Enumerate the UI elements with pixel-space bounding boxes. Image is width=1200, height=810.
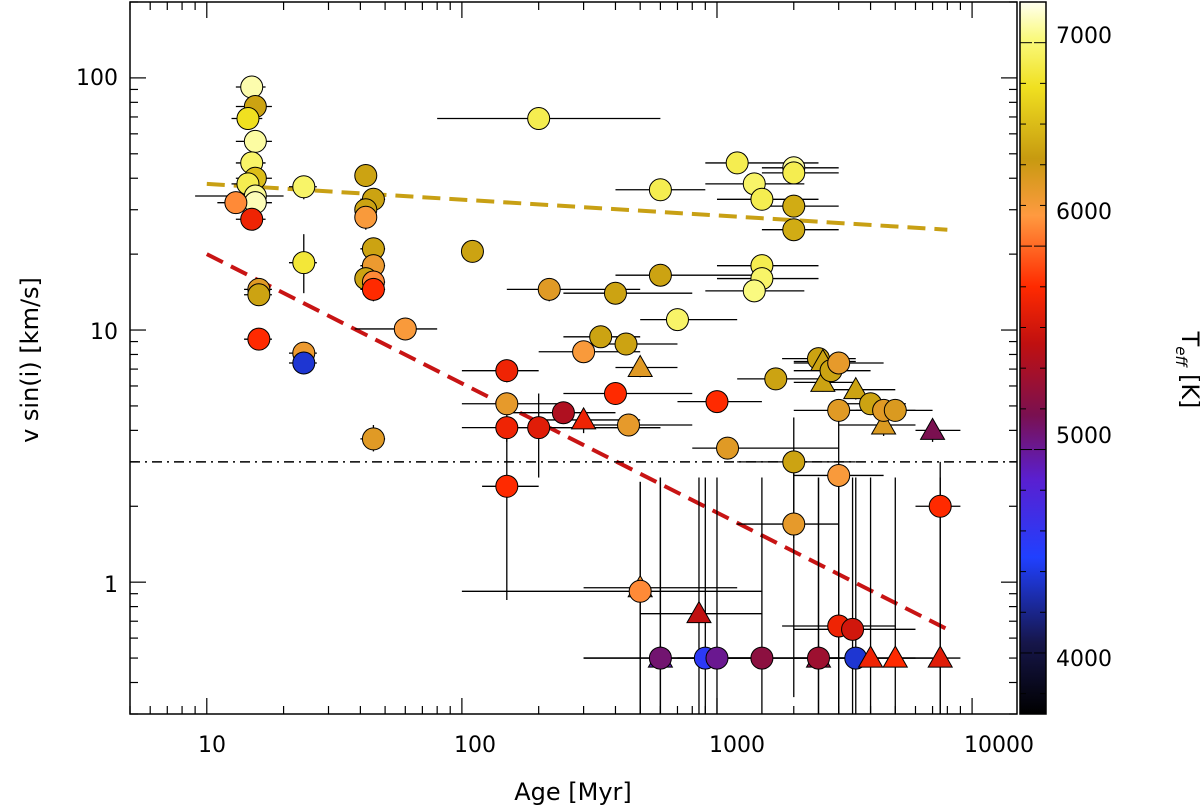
x-axis-label: Age [Myr] [514,778,632,806]
fit-hot-line [206,181,948,232]
data-point-circle [883,398,907,422]
data-point-circle [292,251,316,275]
data-point-circle [495,359,519,383]
data-point-circle [240,75,264,99]
data-point-circle [665,308,689,332]
colorbar-tick-label-6000: 6000 [1056,200,1112,225]
data-point-triangle [927,645,954,668]
data-point-triangle [570,406,597,430]
x-tick-label-100: 100 [454,733,496,758]
data-point-circle [354,205,378,229]
data-point-circle [537,277,561,301]
y-tick-label-1: 1 [104,573,118,598]
colorbar-tick-label-7000: 7000 [1056,24,1112,49]
data-point-circle [495,416,519,440]
colorbar [1019,1,1047,715]
data-point-circle [527,416,551,440]
data-points [224,75,954,670]
data-point-circle [827,463,851,487]
x-tick-labels: 10 100 1000 10000 [198,733,1034,758]
data-point-circle [527,107,551,131]
data-point-circle [827,351,851,375]
data-point-circle [705,646,729,670]
data-point-triangle [627,354,654,378]
data-point-circle [361,427,385,451]
data-point-circle [495,474,519,498]
data-point-triangle [919,417,946,440]
y-axis-label: v sin(i) [km/s] [16,277,44,443]
colorbar-tick-label-4000: 4000 [1056,647,1112,672]
data-point-circle [725,151,749,175]
data-point-circle [603,382,627,406]
x-tick-label-10: 10 [198,733,226,758]
data-point-circle [628,579,652,603]
colorbar-tick-label-5000: 5000 [1056,424,1112,449]
data-point-circle [782,218,806,242]
data-point-circle [551,401,575,425]
data-point-circle [928,494,952,518]
data-point-circle [716,436,740,460]
colorbar-label-sub: eff [1172,346,1190,368]
plot-frame [129,1,1018,715]
data-point-circle [243,129,267,153]
data-point-circle [361,277,385,301]
data-point-circle [236,107,260,131]
data-point-triangle [857,645,884,668]
data-point-circle [705,390,729,414]
data-point-circle [648,263,672,287]
y-tick-label-100: 100 [76,66,118,91]
data-point-circle [782,512,806,536]
data-point-circle [841,617,865,641]
data-point-circle [742,279,766,303]
x-tick-label-10000: 10000 [964,733,1034,758]
fit-cool-line [205,252,949,632]
data-point-circle [782,194,806,218]
y-tick-labels: 1 10 100 [76,66,118,598]
data-point-circle [240,207,264,231]
x-tick-label-1000: 1000 [709,733,765,758]
data-point-circle [589,325,613,349]
data-point-circle [827,398,851,422]
data-point-circle [247,327,271,351]
data-point-circle [750,646,774,670]
colorbar-label-unit: [K] [1176,366,1200,408]
fit-lines [130,181,1017,632]
colorbar-ticks [1020,1,1046,695]
data-point-circle [393,317,417,341]
colorbar-label: Teff [K] [1172,331,1200,409]
data-point-circle [614,332,638,356]
colorbar-label-t: T [1176,331,1200,347]
data-point-circle [224,191,248,215]
data-point-circle [460,239,484,263]
data-point-circle [247,283,271,307]
y-tick-label-10: 10 [90,320,118,345]
data-point-circle [603,281,627,305]
data-point-triangle [870,412,897,435]
data-point-circle [617,413,641,437]
data-point-circle [750,187,774,211]
colorbar-tick-labels: 4000 5000 6000 7000 [1056,24,1112,672]
data-point-circle [764,367,788,391]
data-point-triangle [842,376,869,400]
data-point-triangle [882,645,909,668]
data-point-circle [292,175,316,199]
data-point-circle [292,351,316,375]
data-point-circle [648,646,672,670]
data-point-circle [354,164,378,188]
data-point-circle [782,161,806,185]
axis-ticks [129,1,1017,715]
data-point-circle [495,392,519,416]
data-point-triangle [686,600,712,624]
data-point-circle [572,340,596,364]
data-point-circle [648,178,672,202]
data-point-circle [782,450,806,474]
data-point-circle [806,646,830,670]
